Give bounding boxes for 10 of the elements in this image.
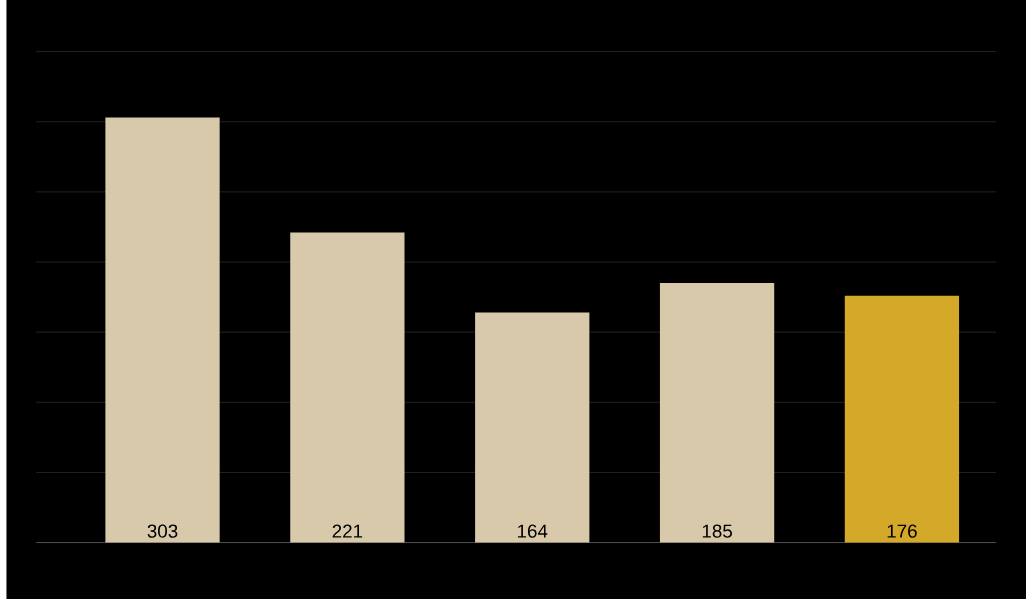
bar bbox=[105, 117, 220, 543]
bar bbox=[290, 232, 405, 543]
data-label: 185 bbox=[702, 524, 732, 538]
data-label: 303 bbox=[147, 524, 178, 538]
bar bbox=[475, 312, 590, 543]
bar bbox=[659, 282, 775, 543]
bar bbox=[844, 295, 960, 543]
data-label: 176 bbox=[887, 524, 917, 538]
data-label: 221 bbox=[332, 524, 363, 538]
data-label: 164 bbox=[517, 524, 548, 538]
